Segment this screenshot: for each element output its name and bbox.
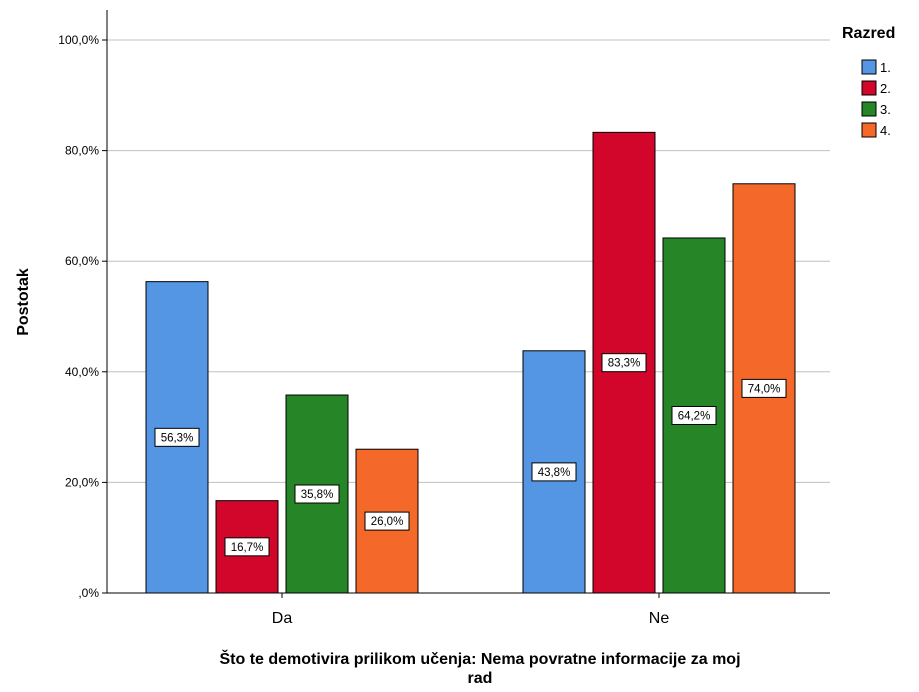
legend: Razred 1. 2. 3. 4. (842, 25, 895, 138)
data-label: 26,0% (371, 516, 404, 528)
y-tick-label: 20,0% (65, 475, 99, 489)
y-tick-label: 40,0% (65, 365, 99, 379)
data-label-box (531, 462, 577, 482)
data-label-box (741, 378, 787, 398)
data-label: 83,3% (608, 358, 641, 370)
y-tick-label: 80,0% (65, 144, 99, 158)
data-label-box (364, 511, 410, 531)
legend-label: 2. (880, 81, 891, 96)
y-tick-label: 60,0% (65, 254, 99, 268)
y-ticks: ,0% 20,0% 40,0% 60,0% 80,0% 100,0% (58, 33, 107, 600)
bars (145, 131, 796, 594)
legend-items: 1. 2. 3. 4. (861, 59, 891, 138)
axes (106, 10, 830, 594)
legend-swatch (861, 122, 877, 138)
legend-swatch (861, 80, 877, 96)
data-label: 74,0% (748, 383, 781, 395)
data-labels: 56,3% 16,7% 35,8% 26,0% 43,8% 83,3% 64,2% 74,0% (154, 353, 787, 557)
data-label: 16,7% (231, 542, 264, 554)
legend-swatch (861, 101, 877, 117)
legend-title: Razred (842, 25, 895, 42)
legend-label: 1. (880, 60, 891, 75)
y-tick-label: ,0% (78, 586, 99, 600)
data-label: 35,8% (301, 489, 334, 501)
legend-label: 4. (880, 123, 891, 138)
data-label-box (154, 427, 200, 447)
data-label-box (671, 405, 717, 425)
data-label-box (224, 537, 270, 557)
data-label: 43,8% (538, 467, 571, 479)
x-axis-label: Što te demotivira prilikom učenja: Nema … (219, 651, 741, 687)
data-label-box (601, 353, 647, 373)
data-label-box (294, 484, 340, 504)
x-ticks: Da Ne (272, 593, 670, 627)
legend-swatch (861, 59, 877, 75)
y-axis-label: Postotak (15, 268, 32, 336)
y-tick-label: 100,0% (58, 33, 99, 47)
x-tick-label: Da (272, 610, 293, 627)
legend-label: 3. (880, 102, 891, 117)
x-tick-label: Ne (649, 610, 670, 627)
data-label: 56,3% (161, 432, 194, 444)
data-label: 64,2% (678, 410, 711, 422)
